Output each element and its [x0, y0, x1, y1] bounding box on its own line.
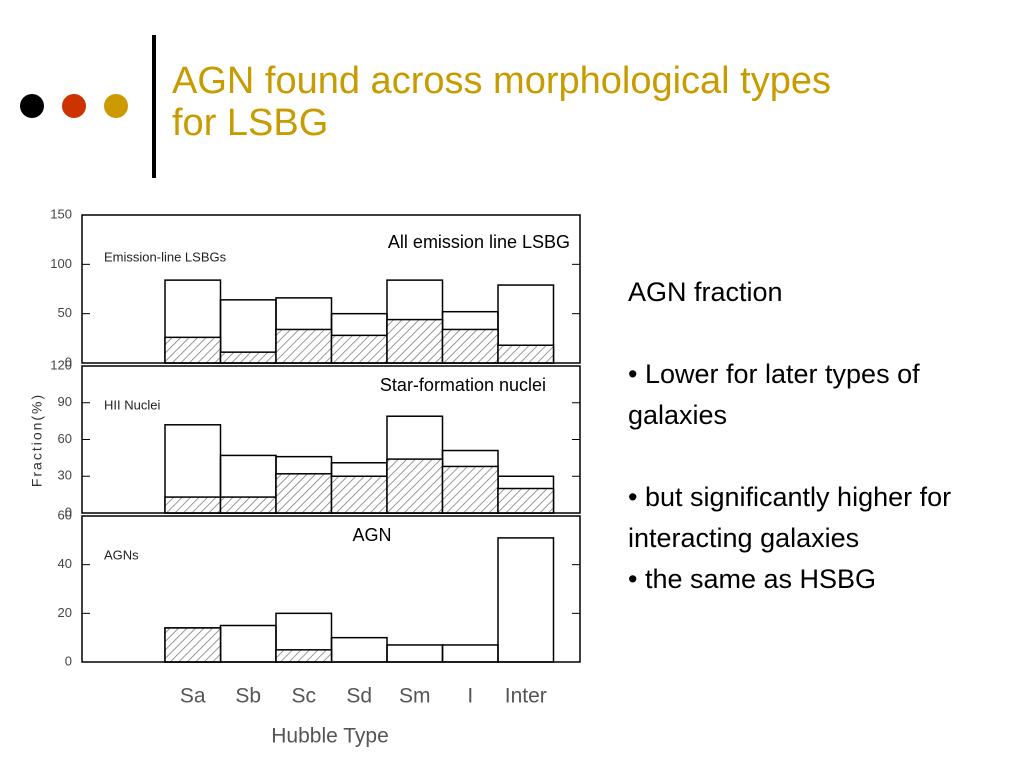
- x-tick-label: Sb: [235, 685, 261, 708]
- y-tick-label: 50: [58, 305, 72, 320]
- slide-title: AGN found across morphological types for…: [172, 60, 831, 144]
- x-tick-label: Sc: [291, 685, 316, 708]
- title-line: AGN found across morphological types: [172, 60, 831, 102]
- y-tick-label: 0: [65, 354, 72, 369]
- y-tick-label: 120: [50, 357, 72, 372]
- dot: [104, 94, 128, 118]
- annotation: All emission line LSBG: [388, 232, 570, 252]
- hatched-bar: [164, 627, 222, 663]
- y-tick-label: 100: [50, 256, 72, 271]
- bar: [441, 644, 499, 663]
- bullet: • but significantly higher for interacti…: [628, 482, 952, 553]
- x-tick-label: I: [467, 685, 473, 708]
- hatched-bar: [497, 487, 555, 514]
- y-axis-label: Fraction(%): [29, 393, 45, 487]
- hatched-bar: [275, 328, 333, 364]
- bar: [219, 624, 277, 663]
- hatched-bar: [219, 351, 277, 364]
- bar: [330, 636, 388, 663]
- plot-frame: [81, 515, 581, 663]
- hatched-bar: [219, 496, 277, 514]
- hatched-bar: [330, 475, 388, 514]
- hatched-bar: [164, 336, 222, 364]
- hatched-bar: [441, 465, 499, 514]
- y-tick-label: 60: [58, 507, 72, 522]
- annotation: AGN: [352, 525, 391, 545]
- panel-label: Emission-line LSBGs: [104, 249, 227, 264]
- y-tick-label: 60: [58, 431, 72, 446]
- hatched-bar: [441, 328, 499, 364]
- y-tick-label: 40: [58, 556, 72, 571]
- hatched-bar: [330, 334, 388, 364]
- y-tick-label: 150: [50, 206, 72, 221]
- bar: [497, 537, 555, 663]
- hatched-bar: [275, 649, 333, 663]
- title-line: for LSBG: [172, 102, 329, 144]
- x-tick-label: Sm: [399, 685, 431, 708]
- hatched-bar: [386, 318, 444, 364]
- dot: [20, 94, 44, 118]
- annotation: Star-formation nuclei: [380, 375, 546, 395]
- x-tick-label: Inter: [505, 685, 547, 708]
- y-tick-label: 20: [58, 605, 72, 620]
- hatched-bar: [386, 458, 444, 514]
- y-tick-label: 0: [65, 504, 72, 519]
- plot-frame: [81, 214, 581, 364]
- hatched-bar: [275, 473, 333, 514]
- y-tick-label: 90: [58, 394, 72, 409]
- side-text: AGN fraction • Lower for later types of …: [628, 272, 973, 600]
- dot: [62, 94, 86, 118]
- panel-label: HII Nuclei: [104, 397, 160, 412]
- x-tick-label: Sd: [346, 685, 372, 708]
- x-axis-label: Hubble Type: [271, 725, 389, 748]
- hatched-bar: [497, 344, 555, 364]
- bullet: • Lower for later types of galaxies: [628, 359, 920, 430]
- y-tick-label: 30: [58, 468, 72, 483]
- panel-label: AGNs: [104, 547, 139, 562]
- hatched-bar: [164, 496, 222, 514]
- heading: AGN fraction: [628, 277, 783, 307]
- bullet: • the same as HSBG: [628, 564, 877, 594]
- bar: [386, 644, 444, 663]
- y-tick-label: 0: [65, 653, 72, 668]
- x-tick-label: Sa: [180, 685, 206, 708]
